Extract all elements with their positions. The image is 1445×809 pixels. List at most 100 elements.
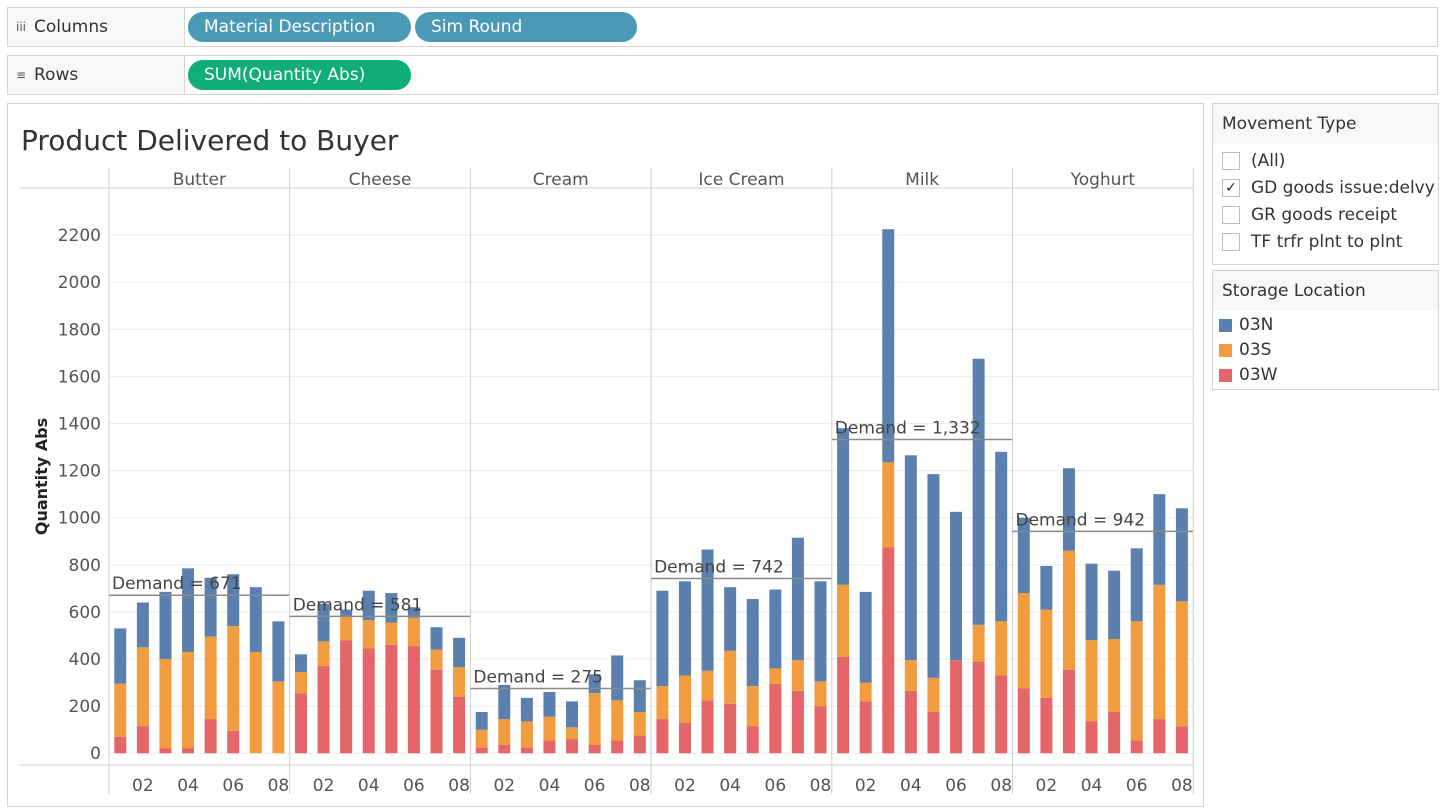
bar-segment bbox=[837, 656, 850, 754]
filter-item[interactable]: ✓ GD goods issue:delvy bbox=[1213, 175, 1438, 202]
pill-sum-quantity-abs[interactable]: SUM(Quantity Abs) bbox=[188, 60, 411, 90]
bar-segment bbox=[1040, 609, 1053, 698]
bar-segment bbox=[1130, 740, 1143, 754]
bar-segment bbox=[859, 682, 872, 702]
legend-swatch bbox=[1219, 369, 1232, 382]
y-tick-label: 600 bbox=[69, 603, 101, 623]
bar-segment bbox=[453, 696, 466, 754]
bar-segment bbox=[159, 591, 172, 660]
bar-segment bbox=[114, 683, 127, 737]
demand-label: Demand = 742 bbox=[654, 557, 784, 577]
bar-segment bbox=[656, 719, 669, 754]
rows-shelf-label: ≡ Rows bbox=[8, 56, 185, 94]
filter-checkbox[interactable] bbox=[1222, 233, 1240, 251]
demand-label: Demand = 671 bbox=[112, 574, 242, 594]
y-tick-label: 200 bbox=[69, 697, 101, 717]
bar-segment bbox=[498, 684, 511, 720]
bar-segment bbox=[769, 683, 782, 754]
rows-shelf: ≡ Rows SUM(Quantity Abs) bbox=[7, 55, 1438, 95]
filter-item-label: TF trfr plnt to plnt bbox=[1251, 232, 1403, 252]
x-tick-label: 04 bbox=[719, 776, 741, 796]
bar-segment bbox=[678, 722, 691, 754]
rows-icon: ≡ bbox=[16, 68, 27, 82]
bar-segment bbox=[1085, 563, 1098, 641]
bar-segment bbox=[882, 547, 895, 754]
legend-item-label: 03W bbox=[1239, 365, 1278, 385]
bar-segment bbox=[1017, 593, 1030, 689]
demand-label: Demand = 275 bbox=[473, 667, 603, 687]
legend-item[interactable]: 03S bbox=[1213, 338, 1438, 363]
chart-view: Product Delivered to Buyer Quantity Abs 0 2… bbox=[7, 103, 1204, 807]
bar-segment bbox=[1153, 584, 1166, 720]
bar-segment bbox=[294, 654, 307, 672]
bar-segment bbox=[1130, 548, 1143, 622]
x-tick-label: 08 bbox=[810, 776, 832, 796]
bar-segment bbox=[407, 607, 420, 618]
bar-segment bbox=[1108, 570, 1121, 640]
bar-segment bbox=[475, 747, 488, 754]
legend-swatch bbox=[1219, 344, 1232, 357]
bar-segment bbox=[362, 620, 375, 649]
x-tick-label: 08 bbox=[268, 776, 290, 796]
bar-segment bbox=[340, 640, 353, 754]
y-tick-label: 1000 bbox=[58, 509, 101, 529]
x-tick-label: 06 bbox=[403, 776, 425, 796]
bar-segment bbox=[249, 587, 262, 652]
y-tick-label: 0 bbox=[90, 744, 101, 764]
x-tick-label: 02 bbox=[132, 776, 154, 796]
bar-segment bbox=[114, 736, 127, 754]
bar-segment bbox=[566, 739, 579, 754]
bar-segment bbox=[882, 229, 895, 463]
bar-segment bbox=[1175, 508, 1188, 602]
bar-segment bbox=[1040, 565, 1053, 610]
filter-checkbox[interactable]: ✓ bbox=[1222, 179, 1240, 197]
bar-segment bbox=[430, 627, 443, 650]
bar-segment bbox=[543, 740, 556, 754]
bar-segment bbox=[859, 701, 872, 754]
bar-segment bbox=[633, 712, 646, 736]
bar-segment bbox=[407, 646, 420, 754]
panel-header: Cream bbox=[533, 170, 589, 190]
x-tick-label: 02 bbox=[855, 776, 877, 796]
bar-segment bbox=[227, 574, 240, 627]
legend-title: Storage Location bbox=[1213, 271, 1438, 311]
x-tick-label: 06 bbox=[945, 776, 967, 796]
bar-segment bbox=[837, 428, 850, 585]
bar-segment bbox=[204, 577, 217, 637]
pill-material-description[interactable]: Material Description bbox=[188, 12, 411, 42]
bar-segment bbox=[430, 649, 443, 670]
pill-sim-round[interactable]: Sim Round bbox=[415, 12, 637, 42]
legend-item[interactable]: 03N bbox=[1213, 313, 1438, 338]
filter-item[interactable]: GR goods receipt bbox=[1213, 202, 1438, 229]
bar-segment bbox=[1017, 517, 1030, 594]
bar-segment bbox=[633, 680, 646, 713]
bar-segment bbox=[543, 691, 556, 717]
filter-item[interactable]: TF trfr plnt to plnt bbox=[1213, 229, 1438, 256]
y-tick-label: 1600 bbox=[58, 367, 101, 387]
bar-segment bbox=[950, 660, 963, 754]
bar-segment bbox=[340, 609, 353, 617]
bar-segment bbox=[746, 726, 759, 754]
x-tick-label: 06 bbox=[222, 776, 244, 796]
chart-title: Product Delivered to Buyer bbox=[21, 124, 399, 157]
bar-segment bbox=[520, 747, 533, 754]
bar-segment bbox=[362, 590, 375, 621]
x-tick-label: 06 bbox=[1126, 776, 1148, 796]
bar-segment bbox=[611, 740, 624, 754]
legend-item[interactable]: 03W bbox=[1213, 363, 1438, 388]
y-tick-label: 2000 bbox=[58, 273, 101, 293]
bar-segment bbox=[1175, 726, 1188, 754]
bar-segment bbox=[204, 636, 217, 720]
bar-segment bbox=[498, 719, 511, 745]
bar-segment bbox=[746, 686, 759, 727]
demand-label: Demand = 1,332 bbox=[835, 419, 981, 439]
bar-segment bbox=[453, 667, 466, 697]
bar-segment bbox=[566, 727, 579, 740]
filter-checkbox[interactable] bbox=[1222, 206, 1240, 224]
bar-segment bbox=[588, 693, 601, 745]
bar-segment bbox=[1062, 669, 1075, 754]
bar-segment bbox=[227, 626, 240, 731]
bar-segment bbox=[678, 581, 691, 676]
filter-item[interactable]: (All) bbox=[1213, 148, 1438, 175]
filter-checkbox[interactable] bbox=[1222, 152, 1240, 170]
